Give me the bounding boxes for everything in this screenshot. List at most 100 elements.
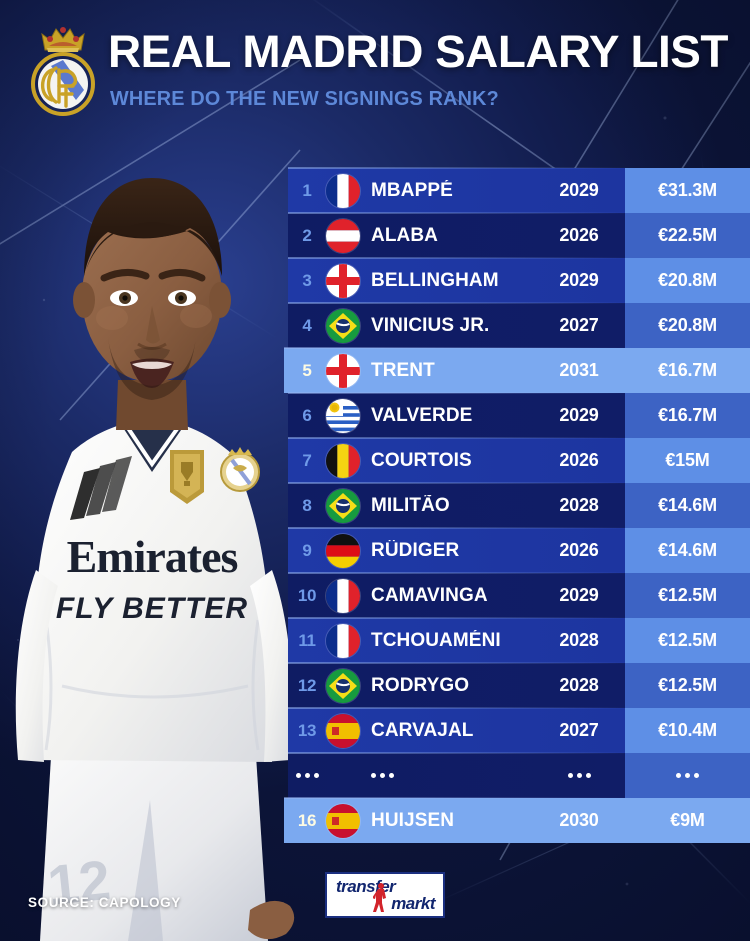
brazil-flag-icon: [326, 668, 360, 703]
real-madrid-crest-icon: [31, 27, 95, 116]
row-separator: [284, 797, 750, 799]
row-player-name: ALABA: [371, 224, 438, 246]
row-rank: 10: [297, 585, 317, 605]
row-player-name: BELLINGHAM: [371, 269, 499, 291]
row-separator: [288, 257, 750, 259]
svg-text:FLY BETTER: FLY BETTER: [56, 592, 248, 625]
table-row[interactable]: 7 COURTOIS 2026 €15M: [288, 437, 750, 483]
row-yearly-salary: €22.5M: [625, 213, 750, 258]
row-rank: 16: [297, 810, 317, 830]
ellipsis-icon: [326, 759, 360, 793]
row-yearly-salary: €16.7M: [625, 393, 750, 438]
row-separator: [288, 662, 750, 664]
table-row[interactable]: 13 CARVAJAL 2027 €10.4M: [288, 707, 750, 753]
france-flag-icon: [326, 623, 360, 658]
row-player-name: HUIJSEN: [371, 809, 455, 831]
table-row[interactable]: 8 MILITÃO 2028 €14.6M: [288, 482, 750, 528]
row-rank: 9: [302, 540, 312, 560]
row-player-name: TRENT: [371, 359, 435, 381]
row-yearly-salary: €14.6M: [625, 483, 750, 528]
transfermarkt-player-icon: [373, 883, 386, 912]
row-rank: 5: [302, 360, 312, 380]
row-contract-until: 2028: [559, 630, 599, 650]
row-yearly-salary: €14.6M: [625, 528, 750, 573]
row-rank: 13: [297, 720, 317, 740]
row-rank: 6: [302, 405, 312, 425]
row-player-name: MILITÃO: [371, 494, 450, 516]
row-contract-until: 2031: [559, 360, 599, 380]
source-credit: SOURCE: CAPOLOGY: [28, 895, 181, 910]
row-yearly-salary: €20.8M: [625, 258, 750, 303]
table-row[interactable]: 3 BELLINGHAM 2029 €20.8M: [288, 257, 750, 303]
header: REAL MADRID SALARY LIST WHERE DO THE NEW…: [0, 0, 750, 125]
player-photo: 12 Emirates FLY BETTER: [15, 178, 295, 941]
table-row[interactable]: 5 TRENT 2031 €16.7M: [284, 347, 750, 393]
row-yearly-salary: €12.5M: [625, 663, 750, 708]
table-row[interactable]: 4 VINICIUS JR. 2027 €20.8M: [288, 302, 750, 348]
table-row-ellipsis[interactable]: [288, 752, 750, 798]
row-separator: [288, 617, 750, 619]
row-separator: [288, 392, 750, 394]
table-row[interactable]: 9 RÜDIGER 2026 €14.6M: [288, 527, 750, 573]
row-rank: [288, 773, 326, 778]
column-headers: CONTRACT UNTIL YEARLY SALARY: [0, 130, 750, 291]
row-rank: 2: [302, 225, 312, 245]
page-title: REAL MADRID SALARY LIST: [108, 26, 728, 77]
row-yearly-salary: €20.8M: [625, 303, 750, 348]
table-row[interactable]: 2 ALABA 2026 €22.5M: [288, 212, 750, 258]
row-contract-until: 2027: [559, 720, 599, 740]
row-separator: [288, 212, 750, 214]
row-yearly-salary: €31.3M: [625, 168, 750, 213]
row-player-name: RODRYGO: [371, 674, 470, 696]
belgium-flag-icon: [326, 443, 360, 478]
england-flag-icon: [326, 263, 360, 298]
row-contract-until: 2030: [559, 810, 599, 830]
england-flag-icon: [326, 353, 360, 388]
row-contract-until: 2026: [559, 450, 599, 470]
page-subtitle: WHERE DO THE NEW SIGNINGS RANK?: [110, 88, 499, 110]
row-contract-until: 2029: [559, 405, 599, 425]
austria-flag-icon: [326, 218, 360, 253]
row-player-name: COURTOIS: [371, 449, 472, 471]
row-yearly-salary: €16.7M: [625, 348, 750, 393]
table-row[interactable]: 6 VALVERDE 2029 €16.7M: [288, 392, 750, 438]
row-yearly-salary: €12.5M: [625, 573, 750, 618]
row-rank: 11: [298, 630, 316, 650]
table-row[interactable]: 10 CAMAVINGA 2029 €12.5M: [288, 572, 750, 618]
row-player-name: [371, 773, 533, 778]
brazil-flag-icon: [326, 488, 360, 523]
row-separator: [288, 437, 750, 439]
row-player-name: RÜDIGER: [371, 539, 460, 561]
row-rank: 12: [297, 675, 317, 695]
row-yearly-salary: €15M: [625, 438, 750, 483]
row-contract-until: 2026: [559, 225, 599, 245]
row-yearly-salary: [625, 753, 750, 798]
france-flag-icon: [326, 578, 360, 613]
row-player-name: MBAPPÉ: [371, 179, 453, 201]
row-separator: [288, 482, 750, 484]
row-contract-until: [533, 773, 625, 778]
table-row[interactable]: 12 RODRYGO 2028 €12.5M: [288, 662, 750, 708]
spain-flag-icon: [326, 713, 360, 748]
row-player-name: CAMAVINGA: [371, 584, 488, 606]
brazil-flag-icon: [326, 308, 360, 343]
row-separator: [288, 572, 750, 574]
table-row[interactable]: 16 HUIJSEN 2030 €9M: [284, 797, 750, 843]
salary-table: 1 MBAPPÉ 2029 €31.3M 2 ALABA 2026 €22.5M 3 BELLIN…: [284, 167, 750, 843]
row-yearly-salary: €9M: [625, 798, 750, 843]
svg-text:12: 12: [45, 848, 114, 917]
table-row[interactable]: 1 MBAPPÉ 2029 €31.3M: [288, 167, 750, 213]
row-contract-until: 2026: [559, 540, 599, 560]
france-flag-icon: [326, 173, 360, 208]
svg-text:Emirates: Emirates: [67, 531, 238, 582]
row-contract-until: 2027: [559, 315, 599, 335]
row-player-name: CARVAJAL: [371, 719, 474, 741]
row-contract-until: 2028: [559, 495, 599, 515]
row-separator: [288, 527, 750, 529]
row-contract-until: 2029: [559, 180, 599, 200]
row-contract-until: 2029: [559, 585, 599, 605]
row-separator: [288, 707, 750, 709]
table-row[interactable]: 11 TCHOUAMÉNI 2028 €12.5M: [288, 617, 750, 663]
row-player-name: VALVERDE: [371, 404, 473, 426]
row-rank: 4: [302, 315, 312, 335]
